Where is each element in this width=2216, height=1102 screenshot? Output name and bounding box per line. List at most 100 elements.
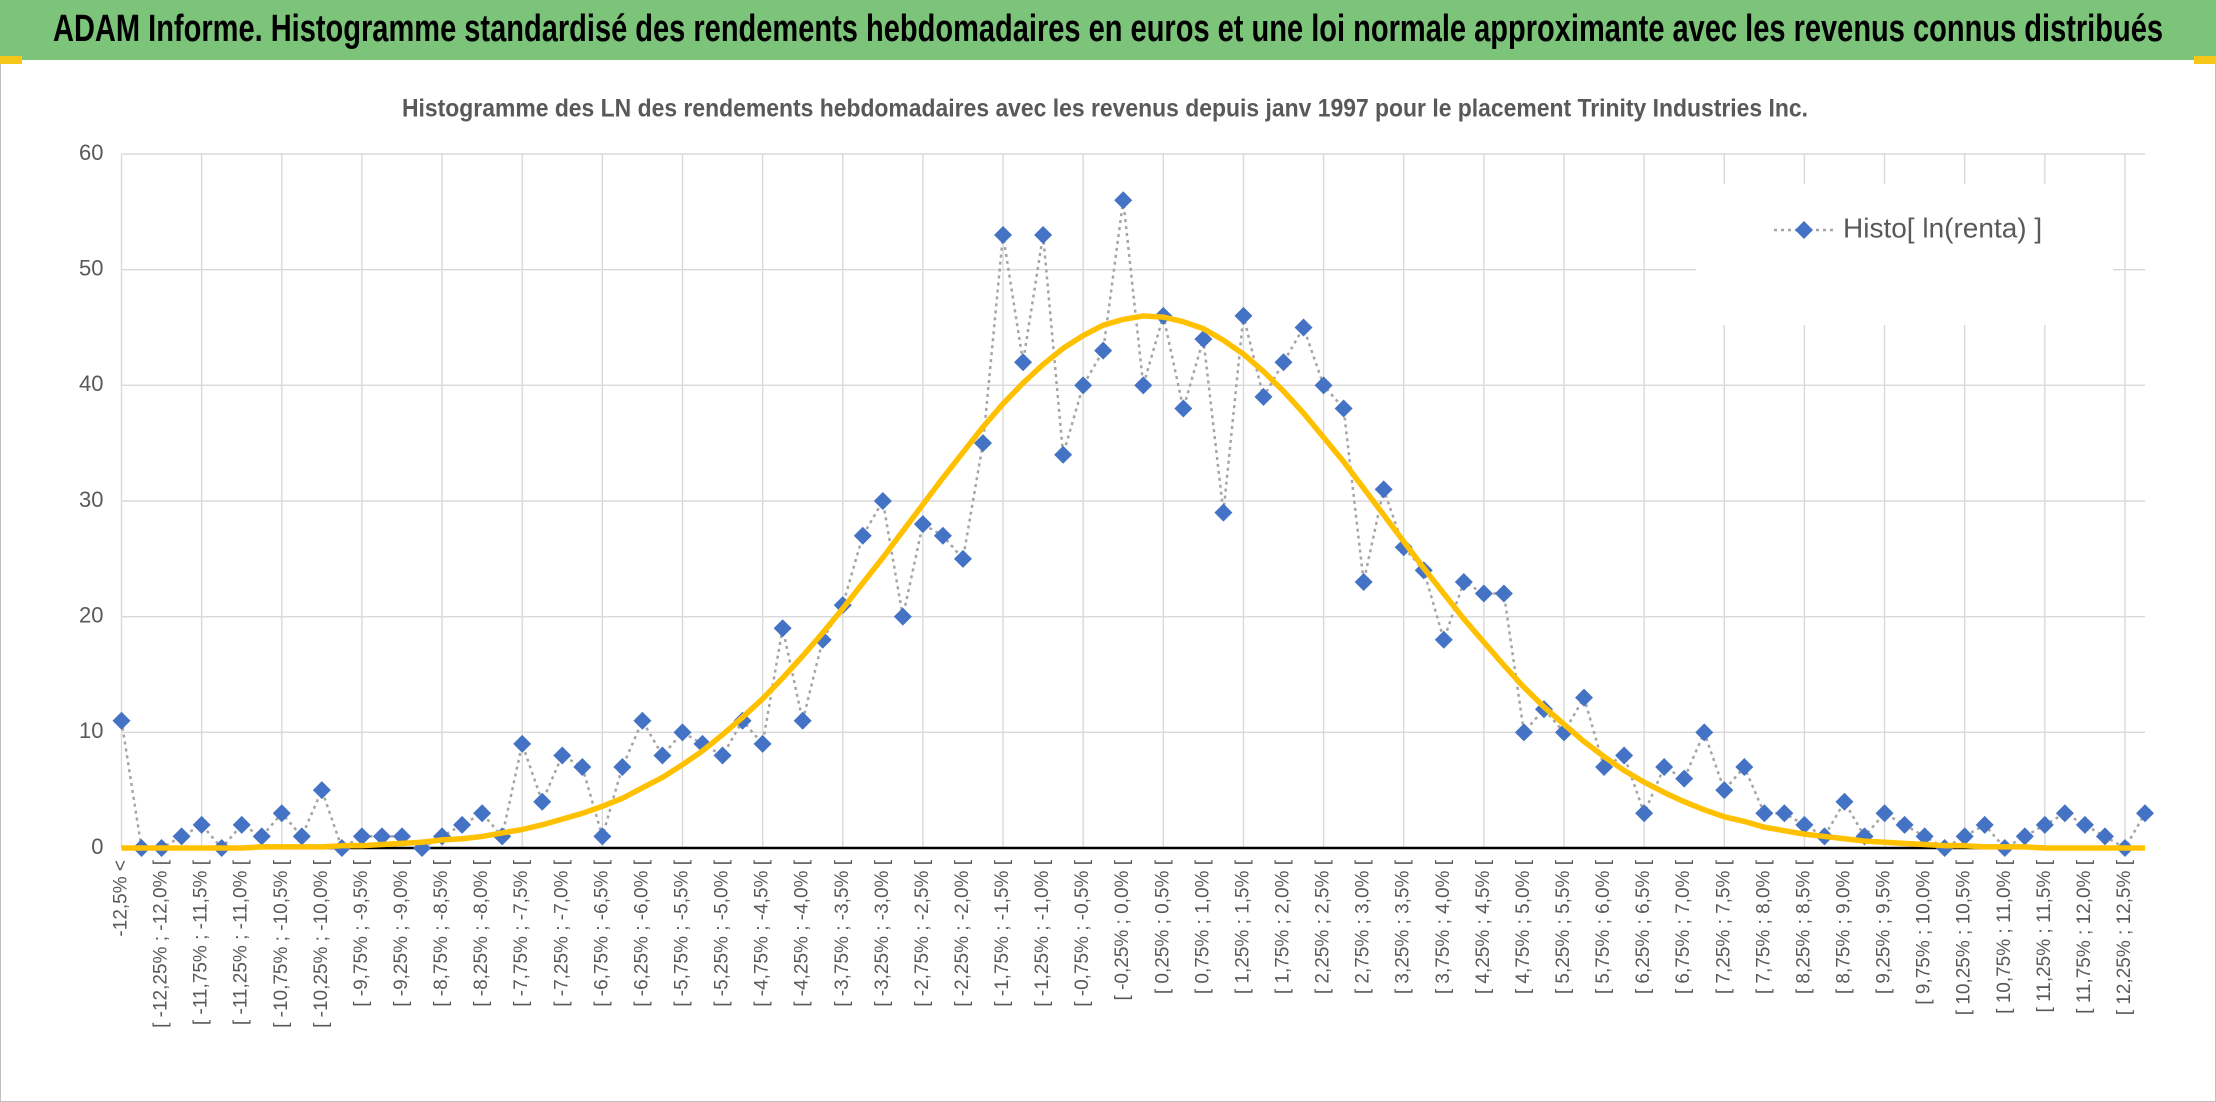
data-point	[1575, 688, 1594, 707]
x-tick-label: [ 1,75% ; 2,0% [	[1273, 859, 1294, 994]
data-point	[192, 815, 211, 834]
data-point	[1354, 572, 1373, 591]
x-tick-label: [ 0,25% ; 0,5% [	[1152, 859, 1173, 994]
x-tick-label: [ -8,75% ; -8,5% [	[431, 859, 452, 1007]
y-tick-label: 60	[79, 140, 103, 165]
data-point	[292, 827, 311, 846]
data-point	[312, 781, 331, 800]
y-tick-label: 0	[91, 834, 103, 859]
x-tick-label: [ -2,25% ; -2,0% [	[952, 859, 973, 1007]
data-point	[1514, 723, 1533, 742]
x-tick-label: [ -9,25% ; -9,0% [	[391, 859, 412, 1007]
data-point	[252, 827, 271, 846]
x-tick-label: [ 11,75% ; 12,0% [	[2074, 859, 2095, 1014]
header-title: ADAM Informe. Histogramme standardisé de…	[53, 8, 2163, 50]
data-point	[933, 526, 952, 545]
data-point	[1254, 387, 1273, 406]
data-point	[112, 711, 131, 730]
data-point	[2055, 804, 2074, 823]
normal-curve	[121, 313, 2145, 851]
data-point	[653, 746, 672, 765]
data-point	[1034, 225, 1053, 244]
y-tick-label: 10	[79, 718, 103, 743]
x-tick-label: [ -1,25% ; -1,0% [	[1032, 859, 1053, 1007]
x-tick-label: [ 4,25% ; 4,5% [	[1473, 859, 1494, 994]
chart-title: Histogramme des LN des rendements hebdom…	[402, 95, 1808, 123]
x-tick-label: [ 7,25% ; 7,5% [	[1713, 859, 1734, 994]
x-tick-label: [ -3,25% ; -3,0% [	[872, 859, 893, 1007]
data-point	[753, 734, 772, 753]
data-point	[1374, 480, 1393, 499]
data-point	[853, 526, 872, 545]
data-point	[1915, 827, 1934, 846]
data-point	[352, 827, 371, 846]
data-point	[172, 827, 191, 846]
data-point	[1074, 376, 1093, 395]
x-tick-label: [ -9,75% ; -9,5% [	[351, 859, 372, 1007]
x-tick-label: [ 5,25% ; 5,5% [	[1553, 859, 1574, 994]
x-tick-label: [ -11,25% ; -11,0% [	[231, 859, 252, 1025]
legend-label: Histo[ ln(renta) ]	[1843, 212, 2042, 243]
data-point	[913, 515, 932, 534]
x-tick-label: [ 9,25% ; 9,5% [	[1874, 859, 1895, 994]
x-tick-label: [ 2,25% ; 2,5% [	[1313, 859, 1334, 994]
data-point	[673, 723, 692, 742]
data-point	[953, 549, 972, 568]
y-tick-label: 40	[79, 371, 103, 396]
data-point	[1314, 376, 1333, 395]
x-tick-label: [ -7,75% ; -7,5% [	[511, 859, 532, 1007]
data-point	[994, 225, 1013, 244]
data-point	[272, 804, 291, 823]
data-point	[1755, 804, 1774, 823]
x-tick-label: [ 8,25% ; 8,5% [	[1793, 859, 1814, 994]
x-tick-label: [ -2,75% ; -2,5% [	[912, 859, 933, 1007]
data-point	[1174, 399, 1193, 418]
y-tick-label: 20	[79, 602, 103, 627]
data-point	[533, 792, 552, 811]
data-point	[1114, 191, 1133, 210]
data-point	[2136, 804, 2154, 823]
x-tick-label: [ -1,75% ; -1,5% [	[992, 859, 1013, 1007]
x-tick-label: [ -6,25% ; -6,0% [	[631, 859, 652, 1007]
x-tick-label: [ -6,75% ; -6,5% [	[591, 859, 612, 1007]
x-tick-label: [ 11,25% ; 11,5% [	[2034, 859, 2055, 1012]
data-point	[1054, 445, 1073, 464]
x-tick-label: [ 5,75% ; 6,0% [	[1593, 859, 1614, 994]
x-tick-label: [ -5,25% ; -5,0% [	[712, 859, 733, 1007]
data-point	[1715, 781, 1734, 800]
data-point	[1695, 723, 1714, 742]
corner-accent	[2194, 56, 2216, 64]
data-point	[553, 746, 572, 765]
data-point	[1955, 827, 1974, 846]
x-tick-label: [ 10,75% ; 11,0% [	[1994, 859, 2015, 1014]
x-tick-label: [ -7,25% ; -7,0% [	[551, 859, 572, 1007]
x-tick-label: [ 6,75% ; 7,0% [	[1673, 859, 1694, 994]
x-tick-label: [ -11,75% ; -11,5% [	[191, 859, 212, 1025]
x-tick-label: [ -0,75% ; -0,5% [	[1072, 859, 1093, 1007]
data-point	[513, 734, 532, 753]
x-tick-label: [ 4,75% ; 5,0% [	[1513, 859, 1534, 994]
legend-marker	[1795, 221, 1813, 239]
data-point	[372, 827, 391, 846]
data-point	[1875, 804, 1894, 823]
data-point	[1775, 804, 1794, 823]
x-tick-label: [ -8,25% ; -8,0% [	[471, 859, 492, 1007]
corner-accent	[0, 56, 22, 64]
x-tick-label: [ 0,75% ; 1,0% [	[1192, 859, 1213, 994]
data-point	[793, 711, 812, 730]
data-point	[973, 434, 992, 453]
x-tick-label: [ 8,75% ; 9,0% [	[1833, 859, 1854, 994]
x-tick-label: [ -4,25% ; -4,0% [	[792, 859, 813, 1007]
data-point	[1474, 584, 1493, 603]
data-point	[613, 758, 632, 777]
x-tick-label: [ 3,25% ; 3,5% [	[1393, 859, 1414, 994]
x-tick-label: [ 10,25% ; 10,5% [	[1954, 859, 1975, 1015]
data-point	[1655, 758, 1674, 777]
data-point	[1334, 399, 1353, 418]
data-point	[1434, 630, 1453, 649]
x-tick-label: [ -5,75% ; -5,5% [	[671, 859, 692, 1007]
data-point	[1735, 758, 1754, 777]
data-point	[1014, 353, 1033, 372]
